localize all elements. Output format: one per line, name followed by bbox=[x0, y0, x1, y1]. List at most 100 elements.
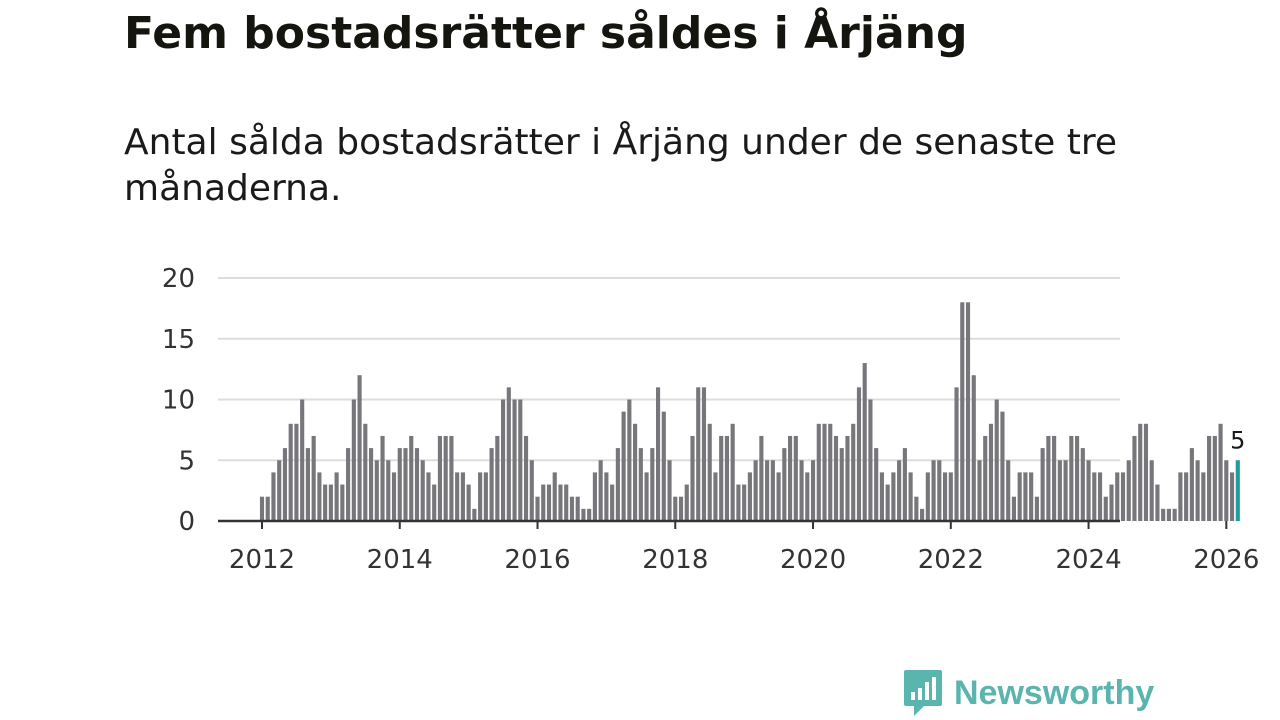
bar bbox=[575, 496, 580, 521]
x-tick-label-2020: 2020 bbox=[780, 545, 846, 575]
bar bbox=[742, 484, 747, 521]
bar bbox=[724, 435, 729, 521]
bar bbox=[1075, 435, 1080, 521]
bar bbox=[432, 484, 437, 521]
bar bbox=[1120, 472, 1126, 521]
bar bbox=[891, 472, 896, 521]
bar bbox=[908, 472, 913, 521]
bar bbox=[1195, 460, 1200, 521]
latest-value-label: 5 bbox=[1230, 426, 1245, 454]
bar bbox=[334, 472, 339, 521]
bar bbox=[690, 435, 695, 521]
bar bbox=[925, 472, 930, 521]
bar bbox=[684, 484, 689, 521]
bar bbox=[879, 472, 884, 521]
bar bbox=[1126, 460, 1131, 521]
y-tick-label-20: 20 bbox=[162, 264, 195, 294]
bar bbox=[638, 448, 643, 521]
bar bbox=[1161, 508, 1166, 521]
bar bbox=[587, 508, 592, 521]
bar bbox=[914, 496, 919, 521]
bar bbox=[960, 302, 965, 521]
bar bbox=[501, 399, 506, 521]
bar bbox=[633, 423, 638, 521]
chart-subtitle: Antal sålda bostadsrätter i Årjäng under… bbox=[124, 122, 1118, 209]
bar bbox=[386, 460, 391, 521]
chart-title: Fem bostadsrätter såldes i Årjäng bbox=[124, 8, 968, 59]
bar bbox=[1029, 472, 1034, 521]
bar bbox=[1184, 472, 1189, 521]
y-tick-label-10: 10 bbox=[162, 386, 195, 416]
bar bbox=[541, 484, 546, 521]
bar bbox=[414, 448, 420, 521]
bar bbox=[765, 460, 770, 521]
bar bbox=[535, 496, 540, 521]
bar bbox=[604, 472, 609, 521]
bar bbox=[897, 460, 902, 521]
y-tick-label-0: 0 bbox=[178, 507, 195, 537]
bar bbox=[615, 448, 620, 521]
bar bbox=[426, 472, 431, 521]
bar bbox=[782, 448, 787, 521]
bar bbox=[259, 496, 265, 521]
bar bbox=[1149, 460, 1154, 521]
bar bbox=[673, 496, 678, 521]
bar bbox=[799, 460, 804, 521]
bar bbox=[1218, 423, 1223, 521]
x-tick-label-2014: 2014 bbox=[367, 545, 433, 575]
bar bbox=[483, 472, 488, 521]
bar bbox=[759, 435, 764, 521]
bar bbox=[506, 387, 511, 521]
bar bbox=[885, 484, 890, 521]
x-tick-label-2012: 2012 bbox=[229, 545, 295, 575]
bar bbox=[1166, 508, 1171, 521]
bar bbox=[1155, 484, 1160, 521]
bar bbox=[449, 435, 454, 521]
bar bbox=[529, 460, 534, 521]
bar bbox=[403, 448, 408, 521]
bar bbox=[1017, 472, 1022, 521]
bar bbox=[902, 448, 907, 521]
bar bbox=[1207, 435, 1212, 521]
bar bbox=[1040, 448, 1045, 521]
bar bbox=[317, 472, 322, 521]
x-tick-label-2018: 2018 bbox=[642, 545, 708, 575]
bar bbox=[1201, 472, 1206, 521]
bar bbox=[277, 460, 282, 521]
bar bbox=[851, 423, 856, 521]
bar bbox=[707, 423, 712, 521]
bar bbox=[1229, 472, 1235, 521]
bar bbox=[581, 508, 586, 521]
bar bbox=[701, 387, 707, 521]
bar bbox=[994, 399, 999, 521]
bar bbox=[311, 435, 316, 521]
bar bbox=[1006, 460, 1011, 521]
bar bbox=[1138, 423, 1143, 521]
bar bbox=[1046, 435, 1051, 521]
brand-name: Newsworthy bbox=[954, 673, 1155, 712]
bar bbox=[455, 472, 460, 521]
bar bbox=[443, 435, 448, 521]
bar bbox=[856, 387, 862, 521]
bar bbox=[719, 435, 724, 521]
bar bbox=[569, 496, 575, 521]
bar bbox=[793, 435, 798, 521]
bar bbox=[558, 484, 563, 521]
bar bbox=[380, 435, 385, 521]
newsworthy-logo: Newsworthy bbox=[902, 668, 1154, 718]
bar bbox=[478, 472, 483, 521]
bar bbox=[518, 399, 523, 521]
bar bbox=[845, 435, 850, 521]
bar bbox=[713, 472, 718, 521]
bar bbox=[874, 448, 879, 521]
bar bbox=[409, 435, 414, 521]
bar bbox=[948, 472, 953, 521]
x-tick-label-2022: 2022 bbox=[918, 545, 984, 575]
bar bbox=[1080, 448, 1085, 521]
bar bbox=[862, 363, 867, 521]
bar bbox=[323, 484, 328, 521]
bar bbox=[1212, 435, 1217, 521]
bar bbox=[667, 460, 672, 521]
bar bbox=[1069, 435, 1074, 521]
bar bbox=[988, 423, 994, 521]
